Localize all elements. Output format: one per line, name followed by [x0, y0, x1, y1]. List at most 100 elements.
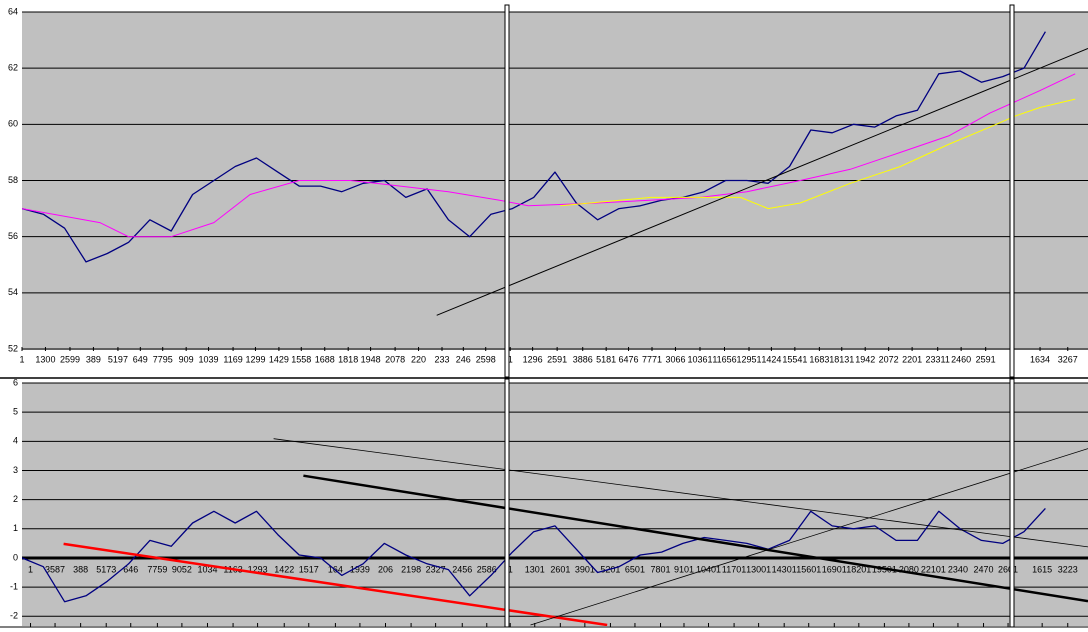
- x-tick-label: 11701: [722, 564, 746, 574]
- x-tick-label: 388: [73, 564, 88, 574]
- x-tick-label: 14301: [772, 564, 797, 574]
- x-tick-label: 3066: [665, 354, 685, 364]
- series-line: [530, 448, 1088, 626]
- series-line: [22, 31, 1046, 263]
- x-tick-label: 2080: [899, 564, 919, 574]
- x-tick-label: 2599: [60, 354, 80, 364]
- y-tick-label: 5: [13, 407, 18, 417]
- x-tick-label: 1: [508, 564, 513, 574]
- x-tick-label: 9101: [674, 564, 694, 574]
- x-tick-label: 1615: [1032, 564, 1052, 574]
- x-tick-label: 2591: [547, 354, 567, 364]
- x-tick-label: 1299: [245, 354, 265, 364]
- x-tick-label: 3886: [573, 354, 593, 364]
- x-tick-label: 1558: [291, 354, 311, 364]
- x-tick-label: 1942: [855, 354, 875, 364]
- x-tick-label: 389: [86, 354, 101, 364]
- x-tick-label: 9052: [172, 564, 192, 574]
- x-tick-label: 1424: [761, 354, 781, 364]
- y-tick-label: 56: [8, 231, 18, 241]
- y-tick-label: 60: [8, 119, 18, 129]
- x-tick-label: 1: [28, 564, 33, 574]
- x-tick-label: 13001: [746, 564, 771, 574]
- panel-dividers: [0, 4, 1088, 628]
- x-tick-label: 3267: [1058, 354, 1078, 364]
- x-tick-label: 2456: [452, 564, 472, 574]
- x-tick-label: 22101: [921, 564, 946, 574]
- series-line: [436, 48, 1088, 316]
- x-tick-label: 5173: [96, 564, 116, 574]
- x-tick-label: 2601: [998, 564, 1018, 574]
- x-tick-label: 2198: [401, 564, 421, 574]
- y-tick-label: 64: [8, 6, 18, 16]
- y-tick-label: 3: [13, 465, 18, 475]
- x-tick-label: 3223: [1058, 564, 1078, 574]
- x-tick-label: 11656: [712, 354, 736, 364]
- series-line: [63, 542, 608, 626]
- y-tick-label: -1: [10, 581, 18, 591]
- x-tick-label: 233: [434, 354, 449, 364]
- x-tick-label: 2460: [951, 354, 971, 364]
- x-tick-label: 23311: [926, 354, 950, 364]
- x-tick-label: 5181: [596, 354, 616, 364]
- x-tick-label: 12951: [736, 354, 761, 364]
- plot-area: [22, 383, 1088, 626]
- x-tick-label: 1034: [197, 564, 217, 574]
- x-tick-label: 7795: [153, 354, 173, 364]
- x-tick-label: 6501: [625, 564, 645, 574]
- x-tick-label: 1039: [199, 354, 219, 364]
- x-tick-label: 3587: [45, 564, 65, 574]
- y-tick-label: 4: [13, 436, 18, 446]
- x-tick-label: 220: [411, 354, 426, 364]
- x-tick-label: 18201: [846, 564, 871, 574]
- series-group: [22, 438, 1088, 626]
- x-tick-label: 1300: [35, 354, 55, 364]
- y-tick-label: 1: [13, 523, 18, 533]
- x-tick-label: 18131: [829, 354, 854, 364]
- x-tick-label: 1818: [338, 354, 358, 364]
- x-tick-label: 2601: [550, 564, 570, 574]
- y-tick-label: -2: [10, 611, 18, 621]
- series-line: [22, 507, 1046, 603]
- series-line: [22, 73, 1076, 238]
- x-tick-label: 1422: [274, 564, 294, 574]
- x-tick-label: 10401: [696, 564, 721, 574]
- x-tick-label: 1517: [299, 564, 319, 574]
- x-tick-label: 10361: [687, 354, 712, 364]
- x-tick-label: 6476: [619, 354, 639, 364]
- x-tick-label: 1: [508, 354, 513, 364]
- x-tick-label: 2591: [976, 354, 996, 364]
- x-tick-label: 2072: [879, 354, 899, 364]
- x-tick-label: 1169: [223, 354, 242, 364]
- y-tick-label: 62: [8, 63, 18, 73]
- y-tick-label: 52: [8, 343, 18, 353]
- x-tick-label: 206: [378, 564, 393, 574]
- x-tick-label: 7771: [642, 354, 662, 364]
- x-tick-label: 3901: [575, 564, 595, 574]
- x-tick-label: 1429: [269, 354, 289, 364]
- y-tick-label: 58: [8, 175, 18, 185]
- x-tick-label: 2470: [974, 564, 994, 574]
- x-tick-label: 909: [179, 354, 194, 364]
- x-tick-label: 1688: [315, 354, 335, 364]
- x-tick-label: 2078: [385, 354, 405, 364]
- x-tick-label: 1: [19, 354, 24, 364]
- x-tick-label: 15541: [782, 354, 807, 364]
- x-tick-label: 15601: [796, 564, 821, 574]
- x-tick-label: 2201: [902, 354, 922, 364]
- x-tick-label: 646: [123, 564, 138, 574]
- x-tick-label: 649: [133, 354, 148, 364]
- y-tick-label: 2: [13, 494, 18, 504]
- x-tick-label: 1683: [809, 354, 829, 364]
- x-tick-label: 1293: [248, 564, 268, 574]
- x-tick-label: 246: [456, 354, 471, 364]
- x-tick-label: 1301: [525, 564, 545, 574]
- x-tick-label: 2340: [948, 564, 968, 574]
- series-group: [22, 31, 1088, 316]
- x-tick-label: 1296: [523, 354, 543, 364]
- series-line: [303, 474, 1088, 603]
- x-tick-label: 5197: [108, 354, 128, 364]
- y-tick-label: 6: [13, 377, 18, 387]
- x-tick-label: 2586: [477, 564, 497, 574]
